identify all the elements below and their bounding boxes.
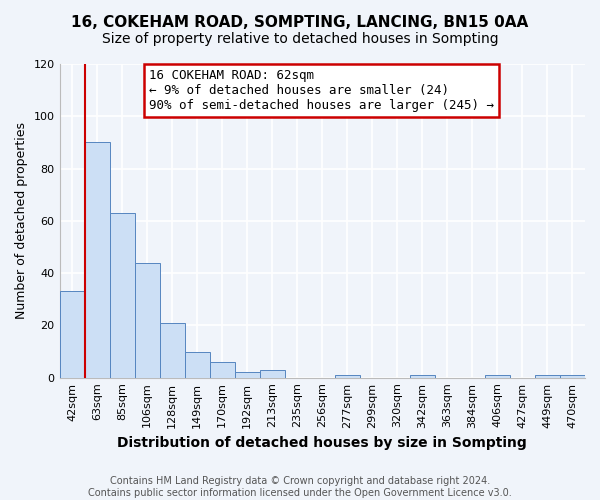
- Text: 16 COKEHAM ROAD: 62sqm
← 9% of detached houses are smaller (24)
90% of semi-deta: 16 COKEHAM ROAD: 62sqm ← 9% of detached …: [149, 68, 494, 112]
- Bar: [185, 352, 209, 378]
- Bar: [485, 375, 510, 378]
- Bar: [235, 372, 260, 378]
- Bar: [260, 370, 285, 378]
- Text: 16, COKEHAM ROAD, SOMPTING, LANCING, BN15 0AA: 16, COKEHAM ROAD, SOMPTING, LANCING, BN1…: [71, 15, 529, 30]
- Bar: [410, 375, 435, 378]
- Bar: [560, 375, 585, 378]
- Bar: [535, 375, 560, 378]
- Bar: [134, 262, 160, 378]
- Bar: [209, 362, 235, 378]
- Text: Contains HM Land Registry data © Crown copyright and database right 2024.
Contai: Contains HM Land Registry data © Crown c…: [88, 476, 512, 498]
- Bar: [160, 323, 185, 378]
- Y-axis label: Number of detached properties: Number of detached properties: [15, 122, 28, 320]
- Bar: [59, 292, 85, 378]
- Text: Size of property relative to detached houses in Sompting: Size of property relative to detached ho…: [101, 32, 499, 46]
- Bar: [110, 213, 134, 378]
- Bar: [335, 375, 360, 378]
- Bar: [85, 142, 110, 378]
- X-axis label: Distribution of detached houses by size in Sompting: Distribution of detached houses by size …: [118, 436, 527, 450]
